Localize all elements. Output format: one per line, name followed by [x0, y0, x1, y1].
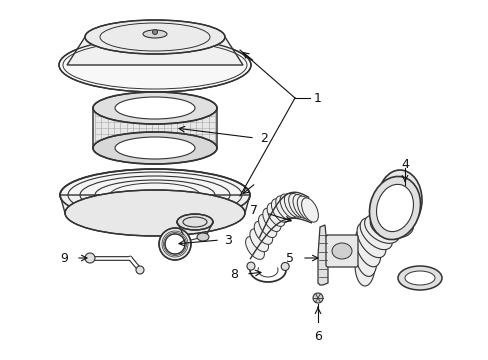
Text: 3: 3 — [224, 234, 231, 247]
Circle shape — [152, 30, 157, 35]
Ellipse shape — [254, 221, 272, 244]
Ellipse shape — [369, 213, 406, 239]
Ellipse shape — [288, 194, 305, 217]
Polygon shape — [317, 225, 327, 285]
Text: 1: 1 — [313, 91, 321, 104]
Polygon shape — [67, 37, 243, 65]
Ellipse shape — [93, 92, 217, 124]
Ellipse shape — [356, 222, 385, 258]
Ellipse shape — [292, 194, 309, 219]
Circle shape — [85, 253, 95, 263]
Circle shape — [159, 228, 191, 260]
Ellipse shape — [249, 229, 268, 252]
Circle shape — [164, 234, 184, 254]
Ellipse shape — [301, 198, 318, 222]
Ellipse shape — [354, 244, 374, 286]
Polygon shape — [60, 195, 249, 213]
Ellipse shape — [355, 229, 380, 267]
FancyBboxPatch shape — [325, 235, 357, 267]
Ellipse shape — [397, 266, 441, 290]
Ellipse shape — [404, 271, 434, 285]
Ellipse shape — [271, 199, 289, 222]
Text: 8: 8 — [229, 269, 238, 282]
Ellipse shape — [377, 170, 421, 230]
Text: 5: 5 — [285, 252, 293, 265]
Ellipse shape — [115, 97, 195, 119]
Ellipse shape — [364, 215, 399, 243]
Circle shape — [246, 262, 254, 270]
Circle shape — [136, 266, 143, 274]
Ellipse shape — [284, 193, 301, 217]
Ellipse shape — [65, 190, 244, 236]
Ellipse shape — [85, 20, 224, 54]
Ellipse shape — [280, 194, 297, 218]
Circle shape — [281, 262, 288, 270]
Ellipse shape — [197, 233, 208, 241]
Text: 9: 9 — [60, 252, 68, 265]
Ellipse shape — [142, 30, 167, 38]
Ellipse shape — [331, 243, 351, 259]
Text: 6: 6 — [313, 330, 321, 343]
Ellipse shape — [115, 137, 195, 159]
Ellipse shape — [297, 196, 314, 220]
Ellipse shape — [376, 184, 413, 231]
Text: 2: 2 — [260, 131, 267, 144]
Text: 4: 4 — [400, 158, 408, 171]
Polygon shape — [93, 108, 217, 148]
Ellipse shape — [369, 176, 420, 239]
Ellipse shape — [262, 208, 281, 231]
Ellipse shape — [275, 196, 293, 220]
Ellipse shape — [59, 38, 250, 92]
Ellipse shape — [266, 203, 285, 226]
Text: 7: 7 — [249, 203, 258, 216]
Ellipse shape — [376, 212, 412, 238]
Ellipse shape — [60, 169, 249, 221]
Circle shape — [312, 293, 323, 303]
Ellipse shape — [245, 237, 264, 260]
Ellipse shape — [177, 214, 213, 230]
Ellipse shape — [93, 132, 217, 164]
Ellipse shape — [258, 215, 276, 238]
Ellipse shape — [354, 236, 376, 276]
Ellipse shape — [360, 218, 391, 249]
